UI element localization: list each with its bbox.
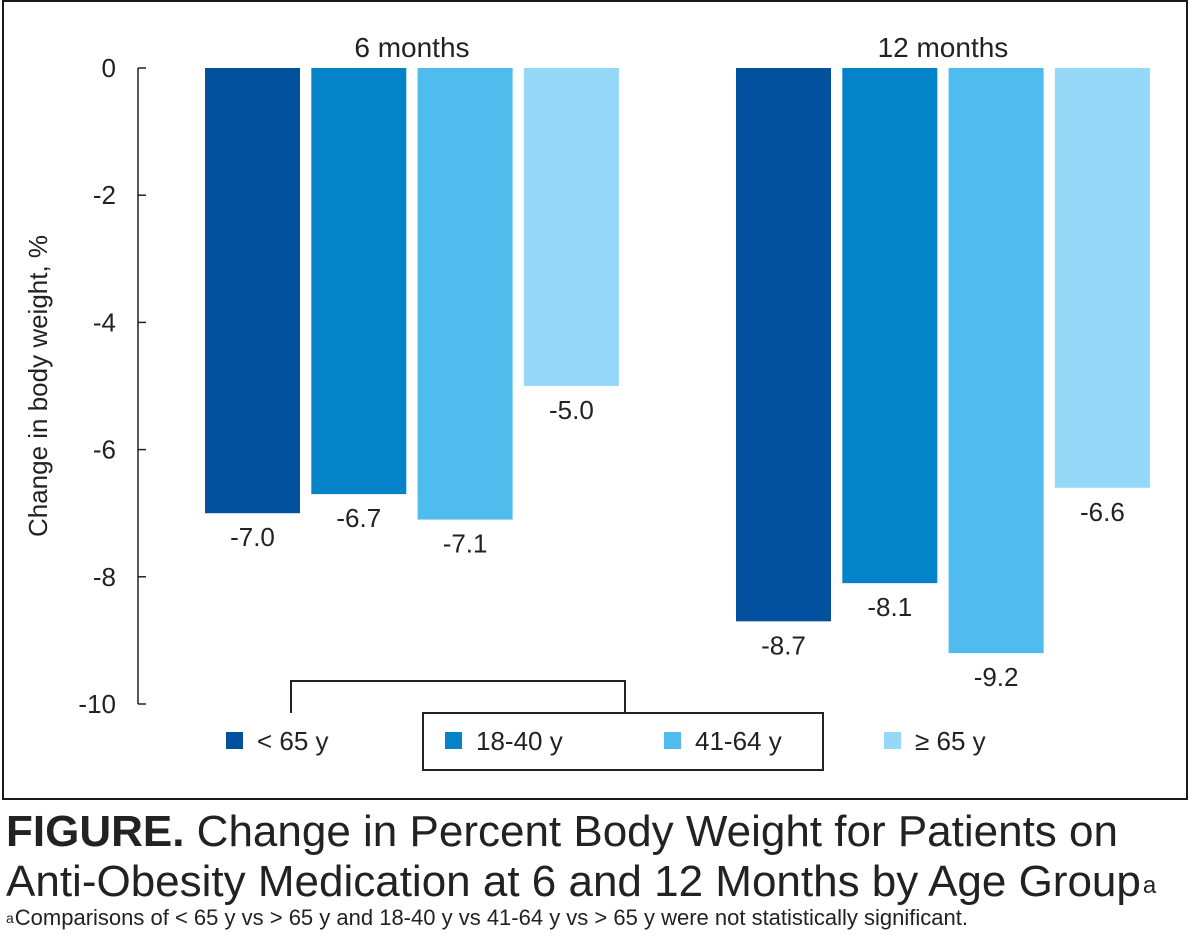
bar-value-label: -8.7 xyxy=(761,630,806,660)
bars-layer xyxy=(205,68,1150,654)
footnote-text: Comparisons of < 65 y vs > 65 y and 18-4… xyxy=(14,905,968,930)
figure-title-part-2: Anti-Obesity Medication at 6 and 12 Mont… xyxy=(6,857,1141,906)
y-tick-label: 0 xyxy=(102,53,116,83)
y-axis-label: Change in body weight, % xyxy=(23,235,53,537)
figure-label: FIGURE. xyxy=(6,807,185,856)
category-label: 12 months xyxy=(878,32,1009,63)
bar-value-label: -7.1 xyxy=(443,529,488,559)
labels-layer: 6 months -7.0 -6.7 -7.1 -5.0 12 months -8.7 -8.… xyxy=(230,32,1125,692)
legend-bracket xyxy=(290,680,626,713)
bar-value-label: -5.0 xyxy=(549,395,594,425)
legend-group-box xyxy=(422,712,824,771)
bar xyxy=(205,68,300,514)
bar-value-label: -7.0 xyxy=(230,522,275,552)
bar-value-label: -8.1 xyxy=(867,592,912,622)
legend: < 65 y 18-40 y 41-64 y ≥ 65 y xyxy=(226,680,986,771)
legend-swatch xyxy=(664,732,681,749)
footnote-marker: a xyxy=(1142,872,1157,899)
y-tick-label: -10 xyxy=(78,689,116,719)
figure-title-part-1: Change in Percent Body Weight for Patien… xyxy=(184,807,1118,856)
bar xyxy=(523,68,619,386)
y-tick-label: -4 xyxy=(93,307,116,337)
bar-value-label: -6.7 xyxy=(336,503,381,533)
bar xyxy=(417,68,513,520)
legend-label: ≥ 65 y xyxy=(915,726,986,756)
legend-label: 18-40 y xyxy=(476,726,563,756)
legend-label: < 65 y xyxy=(257,726,329,756)
bar xyxy=(311,68,407,495)
bar xyxy=(736,68,831,622)
figure-caption-line-1: FIGURE. Change in Percent Body Weight fo… xyxy=(6,806,1118,858)
bar-chart: 0 -2 -4 -6 -8 -10 Change in body weight, % 6 m… xyxy=(23,32,1150,771)
bar-value-label: -9.2 xyxy=(974,662,1019,692)
legend-swatch xyxy=(884,732,901,749)
y-tick-label: -6 xyxy=(93,435,116,465)
axis-layer: 0 -2 -4 -6 -8 -10 Change in body weight, % xyxy=(23,53,146,719)
footnote-marker-small: a xyxy=(6,910,14,926)
category-label: 6 months xyxy=(354,32,469,63)
bar-value-label: -6.6 xyxy=(1080,497,1125,527)
footnote: aComparisons of < 65 y vs > 65 y and 18-… xyxy=(6,904,968,932)
legend-swatch xyxy=(226,732,243,749)
chart-frame xyxy=(2,0,1188,800)
legend-swatch xyxy=(445,732,462,749)
bar xyxy=(948,68,1044,654)
legend-label: 41-64 y xyxy=(695,726,782,756)
figure-caption-line-2: Anti-Obesity Medication at 6 and 12 Mont… xyxy=(6,856,1156,908)
y-tick-label: -8 xyxy=(93,562,116,592)
bar xyxy=(842,68,938,584)
bar xyxy=(1054,68,1150,488)
y-tick-label: -2 xyxy=(93,180,116,210)
